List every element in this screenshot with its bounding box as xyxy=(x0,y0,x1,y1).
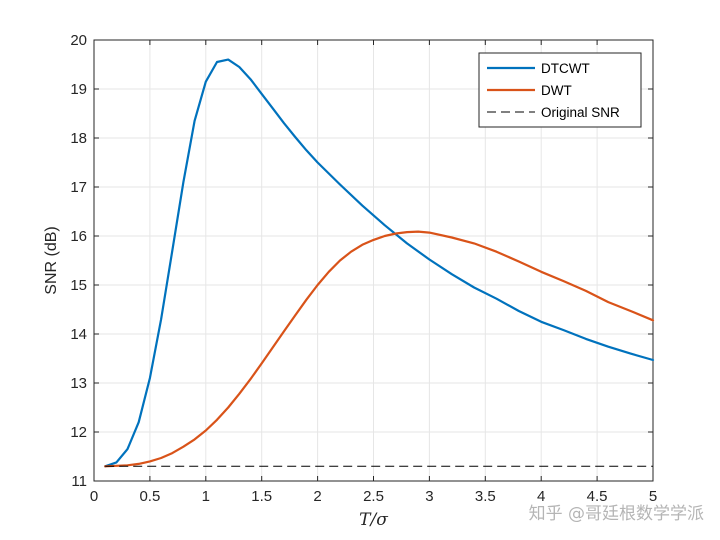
y-tick-labels: 11 12 13 14 15 16 17 18 19 20 xyxy=(70,32,87,490)
y-tick-label: 19 xyxy=(70,81,87,98)
legend: DTCWT DWT Original SNR xyxy=(478,52,642,128)
y-tick-label: 14 xyxy=(70,326,87,343)
x-tick-label: 5 xyxy=(649,488,657,505)
x-tick-labels: 0 0.5 1 1.5 2 2.5 3 3.5 4 4.5 5 xyxy=(90,488,657,505)
watermark-text: 知乎 @哥廷根数学学派 xyxy=(528,504,704,524)
series-line-dtcwt xyxy=(104,58,655,468)
series-line-dwt xyxy=(104,230,655,468)
x-tick-label: 2.5 xyxy=(363,488,384,505)
y-tick-label: 13 xyxy=(70,375,87,392)
y-tick-label: 17 xyxy=(70,179,87,196)
y-tick-label: 20 xyxy=(70,32,87,49)
y-tick-label: 15 xyxy=(70,277,87,294)
x-tick-label: 4 xyxy=(537,488,545,505)
legend-label-original-snr: Original SNR xyxy=(541,105,620,120)
legend-label-dwt: DWT xyxy=(541,83,572,98)
legend-label-dtcwt: DTCWT xyxy=(541,61,590,76)
y-tick-label: 11 xyxy=(71,473,87,490)
y-tick-label: 18 xyxy=(70,130,87,147)
x-tick-label: 3 xyxy=(425,488,433,505)
x-axis-label: T/σ xyxy=(359,510,388,530)
series-lines xyxy=(104,58,655,468)
x-tick-label: 0 xyxy=(90,488,98,505)
y-tick-label: 12 xyxy=(70,424,87,441)
y-tick-label: 16 xyxy=(70,228,87,245)
x-tick-label: 4.5 xyxy=(587,488,608,505)
x-tick-label: 0.5 xyxy=(139,488,160,505)
x-tick-label: 3.5 xyxy=(475,488,496,505)
axis-ticks xyxy=(93,39,654,482)
x-tick-label: 2 xyxy=(313,488,321,505)
x-tick-label: 1.5 xyxy=(251,488,272,505)
y-axis-label: SNR (dB) xyxy=(43,226,60,294)
x-tick-label: 1 xyxy=(202,488,210,505)
